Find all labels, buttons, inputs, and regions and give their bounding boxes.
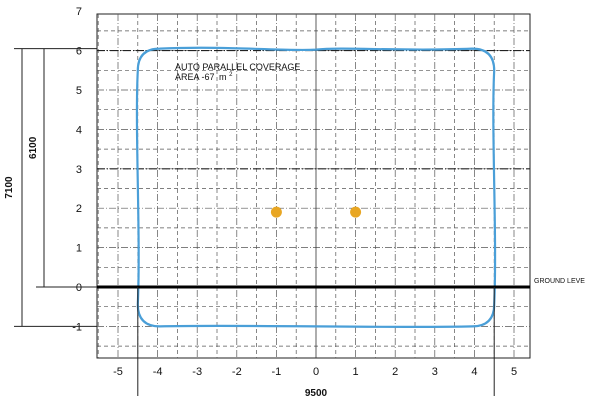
- above-ground-dimension-label: 6100: [28, 136, 39, 159]
- x-tick-label: -3: [192, 366, 202, 378]
- y-tick-label: 4: [76, 124, 82, 136]
- y-tick-label: 3: [76, 164, 82, 176]
- coverage-annotation-line1: AUTO PARALLEL COVERAGE: [175, 62, 300, 72]
- x-tick-label: -4: [153, 366, 163, 378]
- y-tick-label: 0: [76, 282, 82, 294]
- x-tick-label: 0: [313, 366, 319, 378]
- x-tick-label: 4: [471, 366, 477, 378]
- data-point: [270, 206, 282, 218]
- data-point: [350, 206, 362, 218]
- width-dimension-label: 9500: [305, 388, 328, 398]
- y-tick-label: 5: [76, 85, 82, 97]
- x-tick-label: 2: [392, 366, 398, 378]
- data-points: [270, 206, 362, 218]
- coverage-area-unit: m: [219, 72, 227, 82]
- y-tick-label: -1: [72, 321, 82, 333]
- x-tick-label: -2: [232, 366, 242, 378]
- grid-lines: [97, 14, 530, 358]
- x-tick-labels: -5 -4 -3 -2 -1 0 1 2 3 4 5: [113, 366, 517, 378]
- coverage-area-value: AREA -67: [175, 72, 215, 82]
- ground-level-label: GROUND LEVE: [534, 278, 585, 285]
- total-height-dimension-label: 7100: [4, 176, 15, 199]
- dimension-lines: [14, 48, 495, 396]
- y-tick-label: 2: [76, 203, 82, 215]
- y-tick-label: 1: [76, 243, 82, 255]
- y-tick-label: 7: [76, 6, 82, 18]
- x-tick-label: 5: [511, 366, 517, 378]
- x-tick-label: 1: [353, 366, 359, 378]
- x-tick-label: -5: [113, 366, 123, 378]
- x-tick-label: -1: [272, 366, 282, 378]
- y-tick-label: 6: [76, 46, 82, 58]
- coverage-area-exponent: 2: [229, 72, 233, 78]
- coverage-outline: [135, 46, 497, 329]
- y-tick-labels: -1 0 1 2 3 4 5 6 7: [72, 6, 82, 333]
- x-tick-label: 3: [432, 366, 438, 378]
- plot-frame: [96, 13, 531, 359]
- coverage-annotation-line2: AREA -67 m 2: [175, 72, 233, 82]
